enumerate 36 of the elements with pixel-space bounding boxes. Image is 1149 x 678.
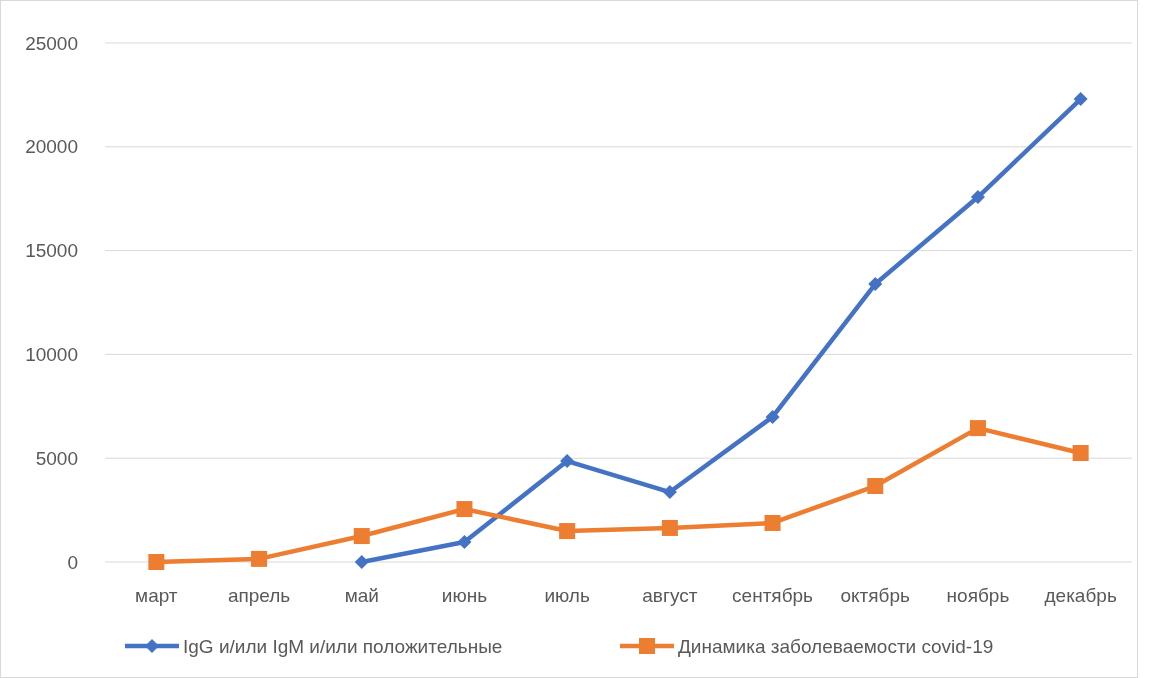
legend-label: Динамика заболеваемости covid-19: [678, 635, 994, 657]
point: [1072, 445, 1089, 462]
y-tick-label: 5000: [35, 447, 78, 469]
point: [560, 454, 575, 469]
point: [354, 555, 369, 569]
x-tick-label: май: [344, 585, 379, 606]
point: [456, 501, 473, 518]
x-tick-label: ноябрь: [946, 585, 1010, 606]
point: [662, 485, 677, 500]
point: [1073, 92, 1088, 107]
point: [457, 535, 472, 550]
legend-label: IgG и/или IgM и/или положительные: [183, 635, 503, 657]
point: [764, 514, 781, 531]
point: [868, 277, 883, 292]
x-tick-label: июнь: [441, 585, 488, 606]
x-tick-label: апрель: [227, 585, 291, 606]
x-tick-label: март: [135, 585, 178, 606]
point: [148, 554, 165, 570]
y-tick-label: 0: [67, 551, 78, 573]
point: [867, 478, 884, 495]
y-tick-label: 25000: [25, 32, 78, 54]
x-tick-label: июль: [544, 585, 590, 606]
point: [353, 528, 370, 545]
y-tick-label: 15000: [25, 240, 78, 262]
x-tick-label: декабрь: [1044, 585, 1117, 606]
point: [765, 409, 780, 424]
point: [661, 519, 678, 536]
point: [969, 420, 986, 437]
point: [559, 523, 576, 540]
x-tick-label: октябрь: [840, 585, 911, 606]
y-tick-label: 20000: [25, 136, 78, 158]
point: [970, 190, 985, 205]
y-tick-label: 10000: [25, 344, 78, 366]
point: [251, 550, 268, 567]
x-tick-label: сентябрь: [732, 585, 814, 606]
x-tick-label: август: [642, 585, 698, 606]
